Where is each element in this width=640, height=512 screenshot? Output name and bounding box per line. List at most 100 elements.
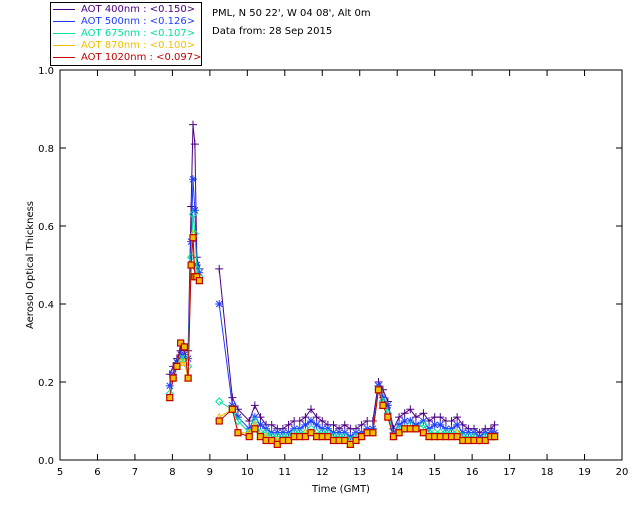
data-point	[447, 417, 456, 425]
legend-swatch	[53, 8, 75, 10]
data-point	[295, 417, 304, 425]
data-point	[324, 433, 332, 441]
data-point	[187, 261, 195, 269]
x-tick-label: 20	[616, 467, 629, 478]
series-2	[165, 210, 499, 445]
y-tick-label: 0.2	[38, 378, 54, 389]
series-4	[166, 234, 499, 448]
x-tick-label: 6	[94, 467, 100, 478]
series-1	[165, 175, 499, 441]
data-point	[312, 420, 321, 429]
data-point	[284, 420, 293, 429]
data-point	[400, 409, 409, 418]
legend-swatch	[53, 32, 75, 34]
x-tick-label: 17	[503, 467, 516, 478]
legend-label: AOT 400nm : <0.150>	[81, 4, 196, 15]
data-point	[453, 420, 462, 429]
data-point	[384, 413, 392, 421]
data-point	[436, 413, 445, 422]
data-point	[340, 420, 349, 429]
data-point	[256, 433, 265, 441]
data-point	[251, 425, 259, 433]
x-tick-label: 13	[353, 467, 366, 478]
series-3	[165, 229, 499, 448]
x-axis: 5 6 7 8 9 10 11 12 13 14 15 16 17 18 19 20	[57, 70, 629, 478]
x-tick-label: 14	[391, 467, 404, 478]
data-point	[189, 234, 197, 242]
data-point	[215, 417, 223, 425]
data-point	[215, 300, 224, 308]
plot-frame	[59, 69, 623, 461]
x-tick-label: 10	[241, 467, 254, 478]
y-axis: 0.0 0.2 0.4 0.6 0.8 1.0	[38, 66, 622, 467]
y-tick-label: 0.8	[38, 144, 54, 155]
data-point	[187, 237, 196, 246]
data-point	[341, 436, 349, 445]
legend-item-400nm: AOT 400nm : <0.150>	[53, 4, 195, 16]
data-point	[379, 401, 387, 409]
y-tick-label: 0.6	[38, 222, 54, 233]
legend-swatch	[53, 44, 75, 46]
data-point	[419, 409, 428, 418]
data-point	[268, 436, 276, 445]
data-point	[195, 277, 203, 285]
x-tick-label: 12	[316, 467, 329, 478]
data-point	[188, 210, 198, 219]
x-tick-label: 19	[578, 467, 591, 478]
x-tick-label: 8	[169, 467, 175, 478]
legend-label: AOT 1020nm : <0.097>	[81, 52, 202, 63]
data-point	[187, 202, 196, 211]
legend-label: AOT 870nm : <0.100>	[81, 40, 196, 51]
data-point	[430, 420, 439, 429]
data-point	[301, 413, 310, 422]
data-point	[307, 429, 315, 437]
legend-item-870nm: AOT 870nm : <0.100>	[53, 40, 195, 52]
series-line	[169, 233, 495, 446]
data-point	[228, 393, 237, 402]
data-point	[346, 440, 354, 448]
data-point	[250, 401, 259, 410]
data-point	[189, 120, 198, 129]
y-tick-label: 0.4	[38, 300, 54, 311]
data-point	[234, 429, 242, 437]
data-point	[312, 413, 321, 422]
data-point	[273, 440, 281, 448]
series-0	[165, 120, 499, 437]
x-tick-label: 18	[541, 467, 554, 478]
data-point	[389, 433, 398, 441]
data-point	[406, 405, 415, 414]
data-point	[400, 417, 409, 425]
y-tick-label: 1.0	[38, 66, 54, 77]
data-point	[307, 405, 316, 414]
data-point	[358, 433, 366, 441]
data-point	[184, 374, 192, 382]
data-point	[368, 417, 377, 425]
data-point	[352, 436, 360, 445]
legend-label: AOT 500nm : <0.126>	[81, 16, 196, 27]
series-line	[169, 214, 495, 442]
legend-swatch	[53, 56, 75, 58]
data-point	[419, 429, 428, 437]
data-point	[215, 264, 224, 273]
data-date: Data from: 28 Sep 2015	[212, 26, 333, 37]
data-point	[169, 374, 177, 382]
data-point	[267, 420, 276, 429]
data-point	[307, 417, 316, 425]
data-point	[301, 433, 310, 441]
site-info: PML, N 50 22', W 04 08', Alt 0m	[212, 8, 371, 19]
data-point	[318, 417, 327, 425]
x-tick-label: 16	[466, 467, 479, 478]
data-point	[173, 362, 181, 370]
series-group	[165, 120, 499, 448]
legend-item-675nm: AOT 675nm : <0.107>	[53, 28, 195, 40]
data-point	[190, 206, 199, 215]
data-point	[233, 416, 243, 426]
data-point	[374, 386, 383, 394]
data-point	[357, 420, 366, 429]
data-point	[412, 425, 420, 433]
data-point	[490, 420, 499, 429]
data-point	[228, 405, 236, 413]
data-point	[245, 433, 253, 441]
data-point	[395, 429, 403, 437]
data-point	[395, 413, 404, 422]
